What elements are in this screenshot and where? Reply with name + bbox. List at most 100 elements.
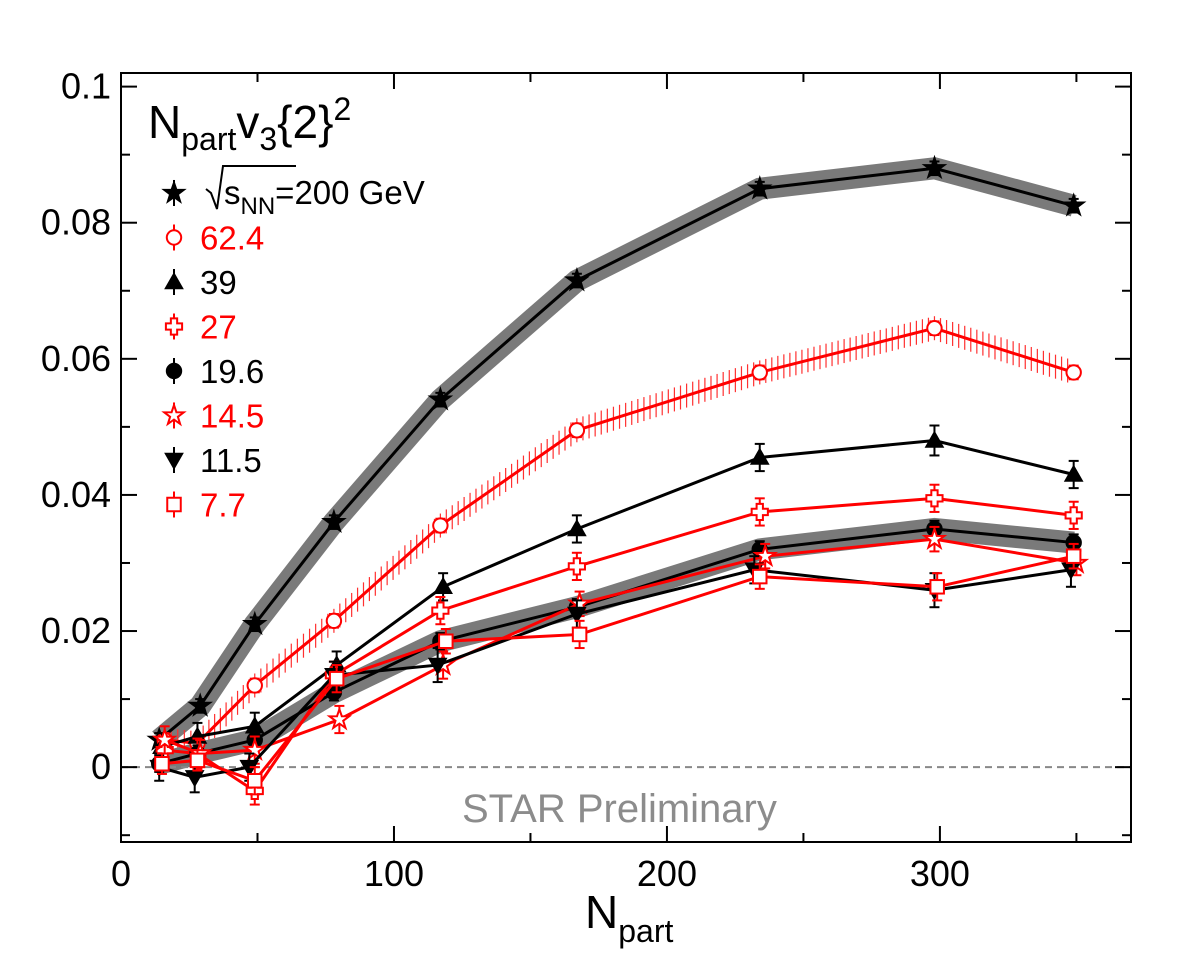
data-point (752, 542, 779, 568)
data-point (750, 502, 769, 522)
legend-label: 14.5 (200, 398, 264, 435)
data-point (924, 430, 945, 448)
data-point (438, 633, 454, 649)
tick-labels: 0 100 200 300 0 0.02 0.04 0.06 0.08 0.1 (41, 66, 970, 894)
data-point (571, 626, 588, 643)
series-layer (146, 154, 1090, 806)
watermark: STAR Preliminary (462, 787, 777, 831)
data-point (241, 610, 268, 636)
data-point (1063, 464, 1084, 482)
legend-label-suffix: =200 GeV (275, 174, 425, 211)
data-point (929, 579, 945, 595)
title-main2: v (236, 96, 259, 148)
legend-label: 11.5 (200, 442, 262, 479)
data-point (165, 229, 183, 246)
data-point (432, 517, 449, 534)
title-sub2: 3 (259, 121, 277, 157)
data-point (189, 752, 206, 769)
x-tick-label: 200 (637, 853, 697, 894)
legend-label: 7.7 (200, 487, 246, 524)
data-point (164, 271, 184, 290)
title-sub: part (181, 121, 236, 157)
legend-label-prefix: s (224, 174, 241, 211)
data-point (321, 508, 347, 534)
data-point (749, 447, 770, 465)
data-point (325, 612, 343, 630)
legend-entry-14.5: 14.5 (161, 398, 264, 435)
y-tick-label: 0.1 (61, 66, 111, 107)
data-point (431, 601, 450, 620)
data-point (154, 755, 170, 772)
data-point (241, 736, 268, 762)
title-sup: 2 (333, 91, 351, 127)
data-point (328, 670, 345, 687)
data-point (567, 606, 587, 625)
data-point (921, 154, 948, 180)
x-tick-label: 300 (910, 853, 970, 894)
y-tick-label: 0.06 (41, 338, 111, 379)
data-point (926, 319, 943, 337)
x-axis-title: Npart (585, 886, 673, 949)
data-point (1064, 506, 1083, 525)
y-tick-label: 0.04 (41, 474, 111, 515)
data-point (246, 677, 263, 694)
data-point (563, 267, 590, 292)
data-point (427, 386, 454, 411)
data-point (1060, 192, 1087, 217)
axis-ticks (120, 73, 1131, 842)
legend-label: 62.4 (200, 220, 264, 257)
data-point (921, 525, 948, 551)
data-point (161, 401, 187, 427)
legend-label: 27 (200, 309, 237, 346)
y-tick-label: 0.08 (41, 202, 111, 243)
data-point (1065, 364, 1082, 381)
data-point (568, 422, 586, 439)
legend-entry-27: 27 (164, 309, 237, 346)
panel-title: Npartv3{2}2 (148, 91, 351, 157)
sqrt-sign (205, 165, 296, 210)
legend-entry-62.4: 62.4 (165, 220, 264, 257)
data-point (184, 770, 205, 788)
y-tick-label: 0 (91, 746, 111, 787)
data-point (166, 496, 182, 513)
uncertainty-bands (152, 157, 1077, 775)
data-point (161, 179, 187, 204)
legend-entry-7.7: 7.7 (166, 487, 246, 524)
data-point (187, 692, 214, 717)
data-point (164, 452, 184, 471)
plot-frame (120, 72, 1132, 843)
legend-label-sub: NN (241, 193, 276, 220)
data-point (925, 489, 944, 508)
data-point (567, 557, 586, 576)
legend-entry-11.5: 11.5 (164, 442, 262, 479)
legend-label: sNN=200 GeV (224, 174, 425, 220)
y-tick-label: 0.02 (41, 610, 111, 651)
data-point (567, 518, 587, 537)
legend-entry-200: sNN=200 GeV (161, 165, 425, 220)
title-braces: {2} (277, 96, 333, 148)
legend-entry-19.6: 19.6 (165, 353, 264, 390)
data-point (746, 175, 773, 200)
series-7.7 (154, 542, 1082, 796)
data-point (1065, 548, 1082, 564)
data-point (326, 706, 353, 731)
x-axis-title-sub: part (618, 913, 673, 949)
legend-entry-39: 39 (164, 264, 237, 301)
series-200 (146, 154, 1087, 751)
x-tick-label: 100 (364, 853, 424, 894)
data-point (433, 576, 453, 595)
data-point (427, 657, 448, 676)
x-tick-label: 0 (111, 853, 131, 894)
legend-label: 39 (200, 264, 237, 301)
data-point (247, 773, 263, 789)
systematic-band (152, 157, 1077, 749)
legend-label: 19.6 (200, 353, 264, 390)
data-point (165, 362, 183, 380)
data-point (752, 568, 768, 585)
title-main: N (148, 96, 181, 148)
data-point (751, 364, 768, 381)
data-point (151, 726, 178, 751)
data-point (164, 317, 184, 336)
